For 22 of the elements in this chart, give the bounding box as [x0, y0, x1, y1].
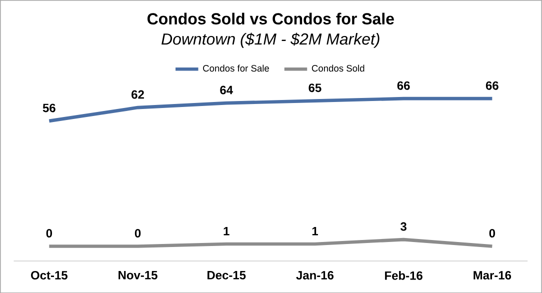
data-label: 3 [400, 222, 406, 231]
data-label: 0 [134, 228, 141, 238]
data-label: 0 [46, 228, 52, 238]
data-label: 1 [312, 226, 318, 236]
x-tick-label: Jan-16 [296, 270, 334, 280]
data-label: 56 [42, 104, 56, 112]
data-label: 1 [224, 226, 230, 236]
legend-label: Condos for Sale [203, 64, 269, 72]
data-label: 66 [397, 81, 410, 90]
chart-subtitle: Downtown ($1M - $2M Market) [162, 32, 380, 48]
data-label: 62 [132, 90, 144, 99]
chart-title: Condos Sold vs Condos for Sale [147, 12, 394, 24]
data-label: 0 [489, 228, 496, 238]
x-tick-label: Feb-16 [385, 270, 422, 280]
x-tick-label: Oct-15 [31, 270, 68, 280]
x-tick-label: Dec-15 [208, 270, 246, 280]
data-label: 66 [486, 81, 498, 90]
legend-label: Condos Sold [312, 64, 364, 72]
x-tick-label: Mar-16 [474, 270, 512, 280]
x-tick-label: Nov-15 [118, 270, 158, 280]
data-label: 64 [220, 86, 233, 94]
data-label: 65 [308, 83, 322, 92]
